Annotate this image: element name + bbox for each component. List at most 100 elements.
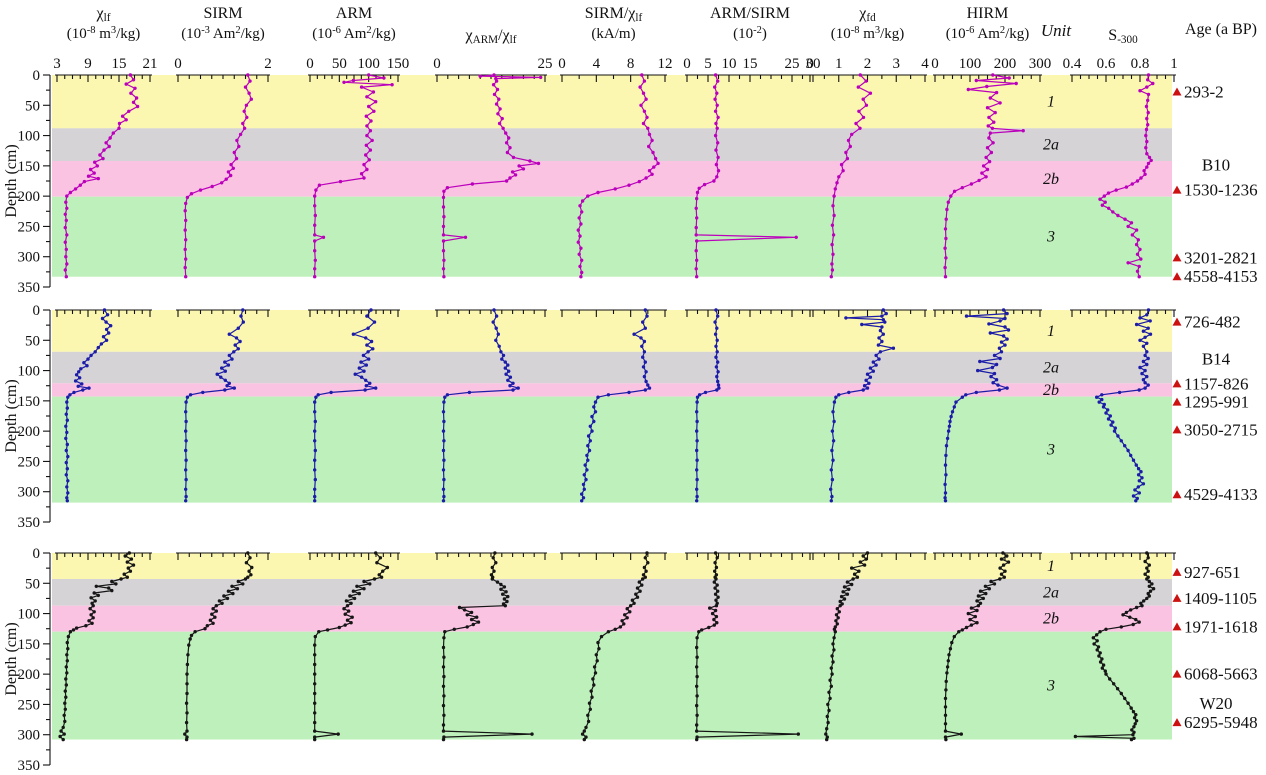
- x-tick-label-sirm_chi_lf: 0: [558, 56, 566, 72]
- markers-B14-sirm: [184, 308, 245, 503]
- depth-axis-title: Depth (cm): [3, 144, 20, 217]
- x-tick-label-sirm_chi_lf: 12: [658, 56, 673, 72]
- axis-B10-sirm: [176, 74, 270, 82]
- markers-B10-hirm: [943, 73, 1025, 279]
- depth-tick-label: 350: [18, 758, 41, 774]
- col-title-s300: S-300: [1108, 27, 1138, 46]
- age-triangle-icon: [1172, 425, 1182, 434]
- markers-B14-hirm: [943, 308, 1011, 503]
- markers-W20-sirm: [183, 551, 254, 742]
- age-triangle-icon: [1172, 253, 1182, 262]
- zone-band-W20-1: [52, 553, 1172, 579]
- depth-tick-label: 50: [25, 576, 40, 592]
- x-tick-label-arm_sirm: 5: [704, 56, 712, 72]
- markers-W20-s300: [1073, 551, 1156, 742]
- col-title-chi_arm_chi_lf: χARM/χlf: [465, 27, 517, 46]
- age-label: 4558-4153: [1184, 267, 1258, 286]
- age-label: 1157-826: [1184, 374, 1249, 393]
- depth-tick-label: 200: [18, 424, 41, 440]
- markers-W20-chi_fd: [824, 551, 870, 742]
- markers-B14-arm: [313, 308, 378, 503]
- depth-tick-label: 300: [18, 728, 41, 744]
- markers-B14-chi_fd: [829, 308, 896, 503]
- unit-zone-label-2b: 2b: [1043, 382, 1059, 399]
- markers-W20-arm_sirm: [695, 551, 800, 742]
- depth-tick-label: 200: [18, 667, 41, 683]
- x-tick-label-chi_lf: 21: [143, 56, 158, 72]
- col-title-arm_sirm: ARM/SIRM: [710, 5, 790, 22]
- markers-B10-arm_sirm: [694, 73, 798, 279]
- depth-tick-label: 300: [18, 485, 41, 501]
- x-tick-label-arm_sirm: 30: [806, 56, 821, 72]
- depth-axis-title: Depth (cm): [3, 622, 20, 695]
- depth-tick-label: 0: [33, 303, 41, 319]
- curve-B14-chi_lf: [65, 309, 112, 501]
- core-name-label: W20: [1199, 694, 1232, 713]
- col-unit-sirm_chi_lf: (kA/m): [591, 26, 635, 42]
- zone-band-B10-2a: [52, 128, 1172, 161]
- unit-zone-label-1: 1: [1047, 558, 1055, 575]
- depth-tick-label: 0: [33, 68, 41, 84]
- age-column-header: Age (a BP): [1185, 21, 1257, 38]
- age-label: 1295-991: [1184, 393, 1249, 412]
- x-tick-label-hirm: 200: [994, 56, 1017, 72]
- unit-zone-label-1: 1: [1047, 323, 1055, 340]
- x-tick-label-chi_fd: 1: [835, 56, 843, 72]
- x-tick-label-chi_lf: 3: [53, 56, 61, 72]
- zone-band-W20-3: [52, 631, 1172, 740]
- x-tick-label-chi_fd: 2: [864, 56, 872, 72]
- axis-W20-chi_lf: [55, 552, 152, 560]
- x-tick-label-chi_fd: 4: [921, 56, 929, 72]
- age-triangle-icon: [1172, 567, 1182, 576]
- x-tick-label-s300: 0.4: [1063, 56, 1082, 72]
- markers-W20-arm: [313, 551, 390, 742]
- markers-B10-arm: [313, 73, 394, 279]
- depth-tick-label: 100: [18, 364, 41, 380]
- zone-band-W20-2b: [52, 605, 1172, 632]
- axis-B10-arm: [308, 74, 400, 82]
- unit-zone-label-2b: 2b: [1043, 611, 1059, 628]
- axis-W20-arm_sirm: [685, 552, 815, 560]
- x-tick-label-chi_fd: 0: [806, 56, 814, 72]
- age-label: 6295-5948: [1184, 713, 1258, 732]
- markers-B14-chi_lf: [64, 308, 113, 503]
- depth-tick-label: 50: [25, 98, 40, 114]
- x-tick-label-arm_sirm: 15: [743, 56, 758, 72]
- axis-B14-sirm_chi_lf: [560, 309, 667, 317]
- unit-zone-label-2a: 2a: [1043, 360, 1059, 377]
- depth-tick-label: 350: [18, 280, 41, 296]
- depth-tick-label: 150: [18, 394, 41, 410]
- col-title-hirm: HIRM: [967, 5, 1009, 22]
- age-triangle-icon: [1172, 622, 1182, 631]
- depth-tick-label: 300: [18, 250, 41, 266]
- x-tick-label-sirm: 0: [174, 56, 182, 72]
- zone-band-B14-3: [52, 396, 1172, 503]
- axis-B10-sirm_chi_lf: [560, 74, 667, 82]
- core-name-label: B14: [1202, 350, 1231, 369]
- core-name-label: B10: [1202, 156, 1230, 175]
- zone-band-B10-1: [52, 75, 1172, 129]
- unit-zone-label-1: 1: [1047, 94, 1055, 111]
- markers-B14-chi_arm_chi_lf: [441, 308, 520, 503]
- x-tick-label-sirm: 2: [264, 56, 272, 72]
- depth-tick-label: 250: [18, 454, 41, 470]
- unit-zone-label-2b: 2b: [1043, 171, 1059, 188]
- x-tick-label-hirm: 100: [959, 56, 982, 72]
- age-label: 3050-2715: [1184, 420, 1258, 439]
- x-tick-label-sirm_chi_lf: 8: [627, 56, 635, 72]
- zone-band-B10-3: [52, 196, 1172, 277]
- age-triangle-icon: [1172, 593, 1182, 602]
- axis-W20-hirm: [933, 552, 1042, 560]
- markers-W20-hirm: [943, 551, 1011, 742]
- axis-B14-arm_sirm: [685, 309, 815, 317]
- col-title-chi_fd: χfd: [858, 5, 876, 24]
- zone-band-B10-2b: [52, 161, 1172, 197]
- markers-B14-arm_sirm: [695, 308, 721, 503]
- zone-band-B14-2a: [52, 351, 1172, 384]
- axis-B14-sirm: [176, 309, 270, 317]
- axis-B14-chi_arm_chi_lf: [435, 309, 547, 317]
- depth-axis-B14: [43, 309, 51, 523]
- curve-B10-sirm: [184, 74, 252, 277]
- axis-B10-arm_sirm: [685, 74, 815, 82]
